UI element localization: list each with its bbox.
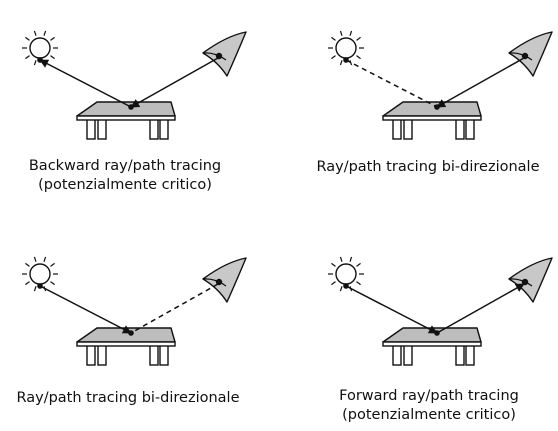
light-ray <box>346 286 437 333</box>
panel-bottom-left <box>22 257 246 365</box>
sun-disc <box>336 38 356 58</box>
eye-ray <box>131 284 218 333</box>
table <box>77 102 175 139</box>
eye-icon <box>509 258 552 302</box>
sun-ray <box>44 257 46 262</box>
eye-shape <box>203 32 246 76</box>
caption-top-right: Ray/path tracing bi-direzionale <box>300 158 556 177</box>
eye-shape <box>509 258 552 302</box>
light-point <box>37 283 43 289</box>
caption-line: Forward ray/path tracing <box>318 387 540 406</box>
panel-bottom-right <box>328 257 552 365</box>
sun-ray <box>51 56 55 59</box>
table <box>77 328 175 365</box>
caption-line: (potenzialmente critico) <box>6 176 244 195</box>
sun-ray <box>44 31 46 36</box>
hit-point <box>434 330 440 336</box>
caption-line: (potenzialmente critico) <box>318 406 540 425</box>
sun-ray <box>331 37 335 40</box>
sun-ray <box>357 56 361 59</box>
hit-point <box>434 104 440 110</box>
sun-ray <box>357 37 361 40</box>
sun-disc <box>30 38 50 58</box>
panel-top-right <box>328 31 552 139</box>
table-edge <box>383 342 481 346</box>
sun-disc <box>336 264 356 284</box>
eye-shape <box>203 258 246 302</box>
sun-ray <box>51 37 55 40</box>
eye-ray <box>437 58 524 107</box>
eye-icon <box>203 32 246 76</box>
sun-ray <box>34 286 36 291</box>
caption-line: Ray/path tracing bi-direzionale <box>300 158 556 177</box>
eye-ray <box>437 284 524 333</box>
caption-bottom-left: Ray/path tracing bi-direzionale <box>2 389 254 408</box>
table <box>383 102 481 139</box>
caption-top-left: Backward ray/path tracing (potenzialment… <box>6 157 244 195</box>
light-point <box>343 283 349 289</box>
caption-bottom-right: Forward ray/path tracing (potenzialmente… <box>318 387 540 425</box>
light-ray <box>40 60 131 107</box>
table-edge <box>77 342 175 346</box>
hit-point <box>128 104 134 110</box>
light-point <box>37 57 43 63</box>
eye-icon <box>509 32 552 76</box>
sun-ray <box>350 257 352 262</box>
caption-line: Ray/path tracing bi-direzionale <box>2 389 254 408</box>
light-ray <box>40 286 131 333</box>
hit-point <box>128 330 134 336</box>
sun-ray <box>34 60 36 65</box>
sun-ray <box>34 257 36 262</box>
sun-ray <box>34 31 36 36</box>
sun-ray <box>350 31 352 36</box>
sun-ray <box>340 286 342 291</box>
panel-top-left <box>22 31 246 139</box>
sun-ray <box>350 60 352 65</box>
sun-ray <box>340 31 342 36</box>
eye-icon <box>203 258 246 302</box>
sun-ray <box>25 263 29 266</box>
sun-ray <box>331 282 335 285</box>
sun-ray <box>357 263 361 266</box>
light-point <box>343 57 349 63</box>
sun-ray <box>357 282 361 285</box>
table-top <box>383 102 481 116</box>
sun-ray <box>331 56 335 59</box>
sun-ray <box>331 263 335 266</box>
sun-ray <box>340 257 342 262</box>
sun-ray <box>51 263 55 266</box>
sun-ray <box>340 60 342 65</box>
sun-ray <box>25 56 29 59</box>
eye-shape <box>509 32 552 76</box>
sun-disc <box>30 264 50 284</box>
eye-ray <box>131 58 218 107</box>
table-edge <box>383 116 481 120</box>
light-ray <box>346 60 437 107</box>
caption-line: Backward ray/path tracing <box>6 157 244 176</box>
sun-ray <box>25 37 29 40</box>
sun-ray <box>51 282 55 285</box>
table-edge <box>77 116 175 120</box>
table <box>383 328 481 365</box>
sun-ray <box>25 282 29 285</box>
